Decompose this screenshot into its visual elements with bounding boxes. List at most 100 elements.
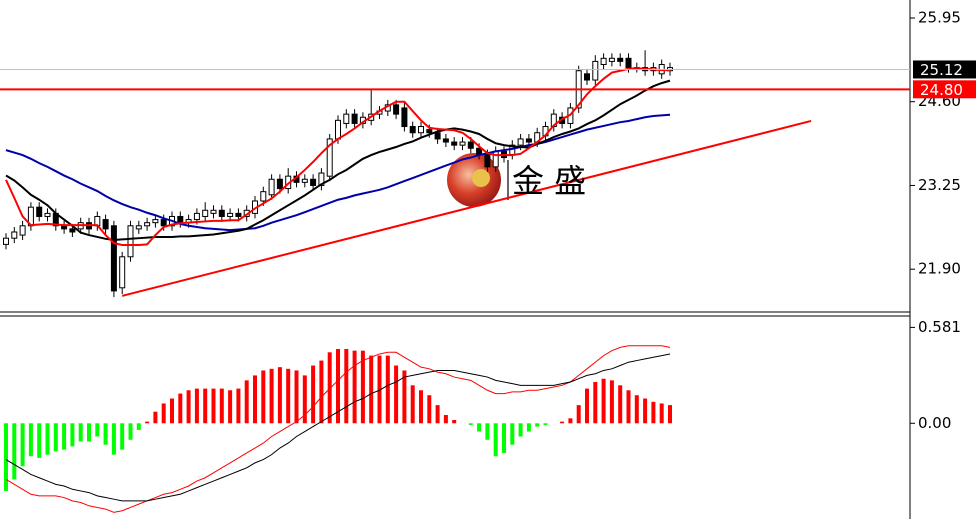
candle-body [3,237,9,245]
histogram-bar [493,423,498,457]
histogram-bar [526,423,531,432]
candle-body [476,147,483,155]
histogram-bar [20,423,25,467]
candle-body [102,219,109,230]
histogram-bar [111,423,116,455]
histogram-bar [211,388,216,424]
candle-body [235,212,242,217]
candle-body [525,138,532,143]
histogram-bar [394,365,399,424]
y-tick-label: 23.25 [918,176,961,194]
candle-body [600,57,607,66]
histogram-bar [120,423,125,450]
histogram-bar [45,423,50,455]
price-box [913,80,976,99]
candle-body [625,57,632,69]
histogram-bar [186,390,191,424]
histogram-bar [585,388,589,424]
histogram-bar [659,403,664,424]
histogram-bar [609,380,614,424]
candle-body [276,178,283,190]
histogram-bar [543,423,548,425]
histogram-bar [443,415,448,424]
candle-body [318,172,325,186]
candle-body [442,138,449,143]
macd-line [5,353,671,502]
histogram-bar [535,423,540,427]
histogram-bar [344,349,349,424]
histogram-bar [203,388,208,424]
histogram-bar [145,421,150,424]
histogram-bar [643,398,648,424]
histogram-bar [576,405,581,424]
moving-average [5,67,670,247]
histogram-bar [452,419,457,424]
histogram-bar [12,423,17,480]
histogram-bar [170,398,174,424]
trend-line [121,119,812,297]
candle-body [44,212,51,217]
moving-average [5,113,671,232]
price-label: 24.80 [920,81,963,99]
candle-body [459,141,466,146]
histogram-bar [53,423,58,452]
histogram-bar [560,421,565,424]
histogram-bar [618,385,623,424]
watermark: 金 盛 [512,162,586,200]
histogram-bar [369,355,374,424]
histogram-bar [236,388,241,424]
histogram-bar [70,423,75,447]
candle-body [301,178,308,183]
histogram-bar [228,390,233,424]
candle-body [592,60,599,81]
candle-body [467,141,474,149]
candle-body [110,225,117,292]
histogram-bar [194,388,199,424]
histogram-bar [244,380,249,424]
candle-body [418,126,424,134]
histogram-bar [502,423,506,453]
histogram-bar [277,367,282,424]
histogram-bar [311,365,316,424]
histogram-bar [28,423,33,457]
candle-body [335,119,341,140]
histogram-bar [286,368,291,424]
histogram-bar [178,393,183,424]
y-tick-label: 0.00 [918,414,951,432]
histogram-bar [601,378,606,424]
histogram-bar [78,423,83,442]
candle-body [36,206,43,217]
histogram-bar [336,349,340,424]
candle-body [19,225,26,236]
candle-body [617,57,624,62]
candle-body [426,129,433,134]
candle-body [177,215,184,224]
histogram-bar [377,355,382,424]
candle-body [127,225,134,258]
candle-body [160,219,167,227]
histogram-bar [95,423,100,437]
histogram-bar [468,423,473,425]
macd-line [5,345,671,513]
histogram-bar [269,368,274,424]
histogram-bar [626,390,631,424]
candle-body [451,141,458,146]
histogram-bar [37,423,42,458]
candle-body [484,153,491,168]
histogram-bar [253,375,257,424]
candle-body [326,138,333,177]
histogram-bar [261,370,266,424]
histogram-bar [385,355,390,424]
histogram-bar [360,350,365,424]
histogram-bar [294,370,299,424]
histogram-bar [518,423,523,437]
candle-body [210,209,217,214]
histogram-bar [4,423,8,491]
histogram-bar [435,405,440,424]
histogram-bar [219,388,224,424]
moving-average [5,79,671,242]
histogram-bar [352,350,357,424]
candle-body [202,209,209,217]
candle-body [144,222,151,227]
